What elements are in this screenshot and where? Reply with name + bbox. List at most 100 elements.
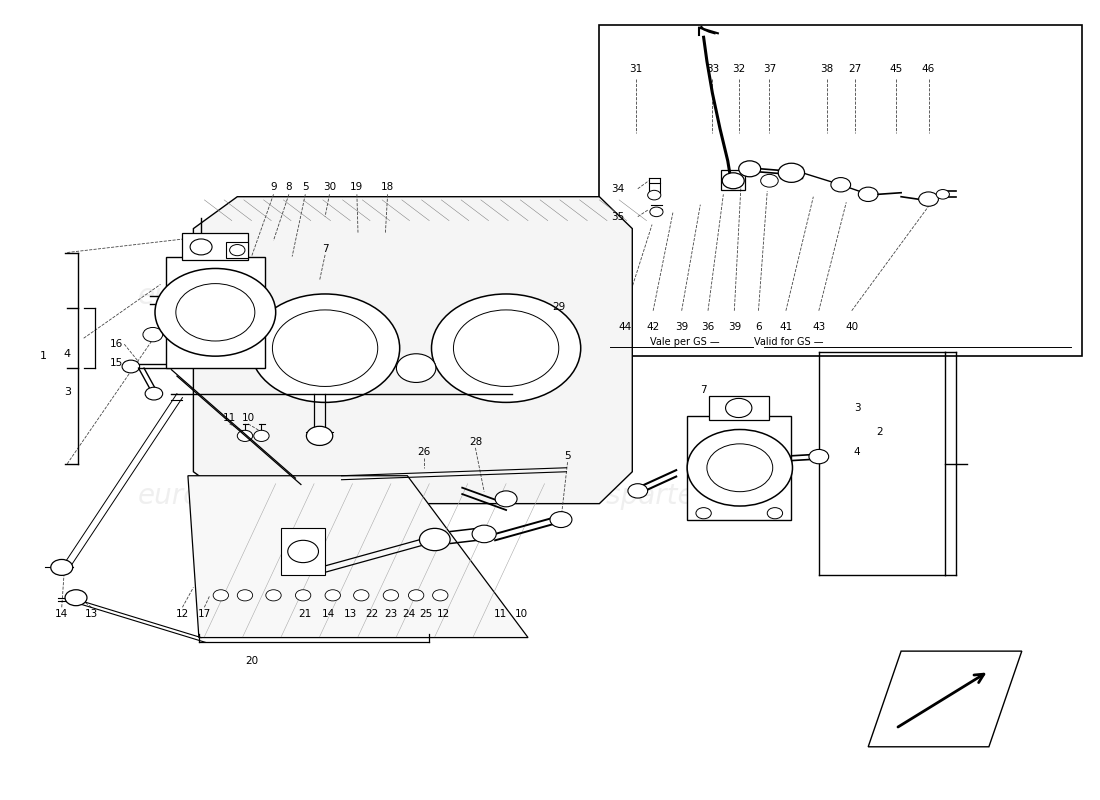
Circle shape xyxy=(648,190,661,200)
Text: eurospartes: eurospartes xyxy=(543,282,710,310)
Text: 4: 4 xyxy=(854,447,860,457)
Circle shape xyxy=(858,187,878,202)
Text: 11: 11 xyxy=(494,609,507,618)
Circle shape xyxy=(768,508,782,518)
Text: 30: 30 xyxy=(323,182,336,192)
Text: eurospartes: eurospartes xyxy=(543,482,710,510)
Text: 32: 32 xyxy=(733,64,746,74)
Text: 13: 13 xyxy=(343,609,356,618)
Text: 14: 14 xyxy=(321,609,336,618)
Circle shape xyxy=(918,192,938,206)
Text: 3: 3 xyxy=(64,387,70,397)
Text: 15: 15 xyxy=(110,358,123,367)
Circle shape xyxy=(353,590,369,601)
Text: 41: 41 xyxy=(779,322,792,332)
Text: 28: 28 xyxy=(469,438,482,447)
Circle shape xyxy=(761,174,778,187)
Circle shape xyxy=(408,590,424,601)
Text: 5: 5 xyxy=(564,451,571,461)
Circle shape xyxy=(326,590,340,601)
Circle shape xyxy=(550,512,572,527)
Text: 12: 12 xyxy=(176,609,189,618)
Circle shape xyxy=(650,207,663,217)
Bar xyxy=(282,527,326,575)
Circle shape xyxy=(296,590,311,601)
Text: 42: 42 xyxy=(647,322,660,332)
Text: 39: 39 xyxy=(675,322,689,332)
Circle shape xyxy=(266,590,282,601)
Text: 13: 13 xyxy=(85,609,98,618)
Circle shape xyxy=(143,327,163,342)
Text: eurospartes: eurospartes xyxy=(138,482,304,510)
Circle shape xyxy=(122,360,140,373)
Text: 40: 40 xyxy=(845,322,858,332)
Text: 44: 44 xyxy=(618,322,631,332)
Circle shape xyxy=(251,294,399,402)
Circle shape xyxy=(432,590,448,601)
Text: 26: 26 xyxy=(417,447,430,457)
Text: 29: 29 xyxy=(552,302,565,312)
Circle shape xyxy=(396,354,436,382)
Circle shape xyxy=(383,590,398,601)
Circle shape xyxy=(936,190,949,199)
Polygon shape xyxy=(188,476,528,638)
Polygon shape xyxy=(194,197,632,504)
Text: 16: 16 xyxy=(110,339,123,349)
Circle shape xyxy=(723,173,745,189)
Circle shape xyxy=(431,294,581,402)
Circle shape xyxy=(778,163,804,182)
Text: 19: 19 xyxy=(350,182,363,192)
Text: 37: 37 xyxy=(762,64,777,74)
Text: 43: 43 xyxy=(812,322,825,332)
Text: 39: 39 xyxy=(728,322,741,332)
Text: 4: 4 xyxy=(64,349,70,358)
Text: 10: 10 xyxy=(515,609,528,618)
Bar xyxy=(722,170,746,190)
Circle shape xyxy=(495,491,517,507)
Bar xyxy=(600,26,1082,356)
Text: 6: 6 xyxy=(756,322,762,332)
Text: 33: 33 xyxy=(706,64,719,74)
Circle shape xyxy=(155,269,276,356)
Circle shape xyxy=(726,398,752,418)
Text: 3: 3 xyxy=(854,403,860,413)
Text: 36: 36 xyxy=(702,322,715,332)
Text: 23: 23 xyxy=(384,609,397,618)
Text: 25: 25 xyxy=(419,609,432,618)
Circle shape xyxy=(472,525,496,542)
Text: Vale per GS —: Vale per GS — xyxy=(650,337,719,347)
Bar xyxy=(688,416,791,519)
Circle shape xyxy=(628,484,648,498)
Bar xyxy=(166,257,265,368)
Text: 9: 9 xyxy=(271,182,277,192)
Circle shape xyxy=(207,354,224,366)
Text: 35: 35 xyxy=(612,212,625,222)
Text: 24: 24 xyxy=(402,609,415,618)
Circle shape xyxy=(288,540,319,562)
Circle shape xyxy=(688,430,792,506)
Text: 5: 5 xyxy=(302,182,309,192)
Circle shape xyxy=(254,430,270,442)
Text: 7: 7 xyxy=(322,243,329,254)
Circle shape xyxy=(190,239,212,255)
Polygon shape xyxy=(868,651,1022,746)
Circle shape xyxy=(696,508,712,518)
Text: 11: 11 xyxy=(223,414,236,423)
Text: 1: 1 xyxy=(40,351,46,361)
Circle shape xyxy=(145,387,163,400)
Text: 46: 46 xyxy=(922,64,935,74)
Bar xyxy=(710,396,769,420)
Circle shape xyxy=(552,318,570,330)
Text: 14: 14 xyxy=(55,609,68,618)
Text: 20: 20 xyxy=(245,657,258,666)
Bar xyxy=(227,242,249,258)
Text: 10: 10 xyxy=(242,414,255,423)
Text: 7: 7 xyxy=(701,385,707,394)
Text: 34: 34 xyxy=(612,184,625,194)
Circle shape xyxy=(739,161,761,177)
Circle shape xyxy=(238,590,253,601)
Text: 18: 18 xyxy=(381,182,394,192)
Circle shape xyxy=(65,590,87,606)
Bar xyxy=(183,233,249,261)
Circle shape xyxy=(830,178,850,192)
